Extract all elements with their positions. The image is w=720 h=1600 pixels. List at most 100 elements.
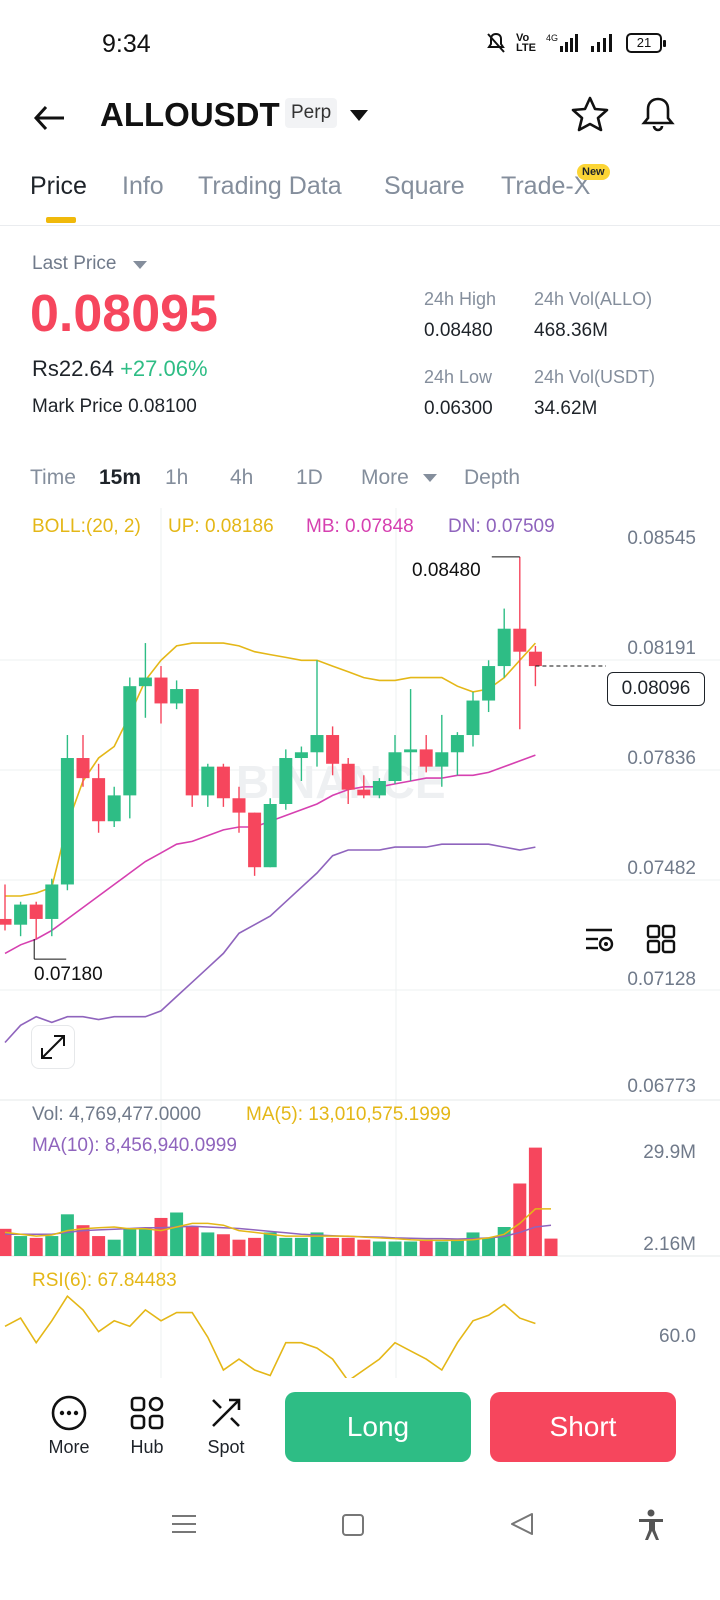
candle-body (201, 766, 215, 796)
y-tick-label: 0.08191 (627, 638, 696, 659)
candle-body (388, 752, 402, 782)
symbol-title[interactable]: ALLOUSDT (100, 96, 280, 133)
volume-bar (341, 1237, 355, 1256)
rsi-label: RSI(6): 67.84483 (32, 1270, 177, 1291)
volume-bar (60, 1214, 74, 1256)
y-tick-label: 0.07836 (627, 748, 696, 769)
back-arrow-icon[interactable] (30, 98, 70, 138)
volume-bar (14, 1236, 28, 1256)
volume-bar (404, 1241, 418, 1256)
interval-1d[interactable]: 1D (296, 466, 323, 489)
volume-bar (450, 1239, 464, 1256)
candle-body (0, 918, 12, 925)
long-button[interactable]: Long (285, 1392, 471, 1462)
volume-bar (248, 1237, 262, 1256)
more-dropdown-icon[interactable] (423, 474, 437, 482)
chart-canvas[interactable]: BINANCE (0, 508, 720, 1378)
alert-bell-icon[interactable] (638, 94, 678, 134)
candle-body (310, 735, 324, 753)
mark-price-value: 0.08100 (128, 396, 197, 417)
indicator-settings-icon[interactable] (584, 924, 616, 956)
candle-body (419, 749, 433, 767)
volume-bar (435, 1241, 449, 1256)
interval-15m[interactable]: 15m (99, 466, 142, 489)
y-tick-label: 0.08545 (627, 528, 696, 549)
tab-square[interactable]: Square (384, 172, 465, 200)
expand-chart-button[interactable] (31, 1025, 75, 1069)
back-nav-icon[interactable] (508, 1510, 536, 1538)
volume-bar (357, 1239, 371, 1256)
y-tick-label: 0.07482 (627, 858, 696, 879)
low-24h-value: 0.06300 (424, 398, 493, 419)
interval-time[interactable]: Time (30, 466, 76, 489)
price-chart[interactable]: BINANCE BOLL:(20, 2) UP: 0.08186 MB: 0.0… (0, 508, 720, 1378)
interval-more[interactable]: More (361, 466, 409, 489)
favorite-star-icon[interactable] (570, 94, 610, 134)
status-icons: Vo LTE 4G 21 (486, 32, 666, 54)
last-price-label[interactable]: Last Price (32, 253, 117, 274)
volume-bar (263, 1232, 277, 1256)
volume-bar (201, 1232, 215, 1256)
depth-tab[interactable]: Depth (464, 466, 521, 489)
volume-bar (310, 1232, 324, 1256)
new-badge: New (577, 164, 610, 180)
last-price-value: 0.08095 (30, 285, 218, 343)
local-price: Rs22.64 +27.06% (32, 356, 208, 382)
tab-info[interactable]: Info (122, 172, 164, 200)
nav-hub[interactable]: Hub (125, 1394, 169, 1458)
candle-body (294, 752, 308, 759)
candle-body (528, 651, 542, 667)
volume-bar (76, 1225, 90, 1256)
boll-lower-line (4, 843, 536, 1044)
battery-icon: 21 (626, 33, 666, 53)
candle-body (435, 752, 449, 767)
volte-icon: Vo LTE (516, 32, 536, 54)
candle-body (513, 628, 527, 652)
volume-bar (107, 1239, 121, 1256)
candle-body (107, 795, 121, 822)
volume-bar (92, 1236, 106, 1256)
volume-bar (326, 1237, 340, 1256)
volume-bar (544, 1238, 558, 1256)
volume-bar (497, 1227, 511, 1256)
tab-trading-data[interactable]: Trading Data (198, 172, 342, 200)
tab-trade-x[interactable]: Trade-X (501, 172, 591, 200)
price-change-percent: +27.06% (120, 356, 208, 381)
last-price-dropdown-icon[interactable] (133, 261, 147, 269)
candle-body (341, 763, 355, 790)
mark-price-label: Mark Price (32, 396, 123, 417)
candle-body (466, 700, 480, 736)
high-24h-value: 0.08480 (424, 320, 493, 341)
symbol-dropdown-icon[interactable] (350, 110, 368, 121)
volume-ma10-label: MA(10): 8,456,940.0999 (32, 1135, 237, 1156)
candle-body (232, 798, 246, 813)
home-icon[interactable] (340, 1512, 366, 1538)
volume-bar (216, 1234, 230, 1256)
tab-price[interactable]: Price (30, 172, 87, 200)
low-marker-label: 0.07180 (34, 964, 103, 985)
local-price-value: Rs22.64 (32, 356, 114, 381)
rsi-y-tick: 60.0 (659, 1326, 696, 1347)
volume-bar (466, 1232, 480, 1256)
interval-1h[interactable]: 1h (165, 466, 189, 489)
volume-bar (154, 1217, 168, 1256)
volume-bar (528, 1147, 542, 1256)
accessibility-icon[interactable] (636, 1508, 666, 1542)
volume-bar (482, 1237, 496, 1256)
candle-body (29, 904, 43, 919)
boll-label: BOLL:(20, 2) (32, 516, 141, 537)
interval-4h[interactable]: 4h (230, 466, 254, 489)
volume-bar (0, 1228, 12, 1256)
volume-bar (279, 1237, 293, 1256)
candle-body (279, 758, 293, 804)
nav-hub-label: Hub (130, 1437, 164, 1457)
candle-body (60, 758, 74, 885)
nav-spot[interactable]: Spot (204, 1394, 248, 1458)
short-button[interactable]: Short (490, 1392, 676, 1462)
tab-bar: Price Info Trading Data Square Trade-X N… (0, 164, 720, 226)
volume-bar (138, 1228, 152, 1256)
nav-more[interactable]: More (44, 1394, 94, 1458)
status-time: 9:34 (102, 30, 151, 58)
recent-apps-icon[interactable] (170, 1510, 198, 1538)
layout-grid-icon[interactable] (646, 924, 676, 954)
